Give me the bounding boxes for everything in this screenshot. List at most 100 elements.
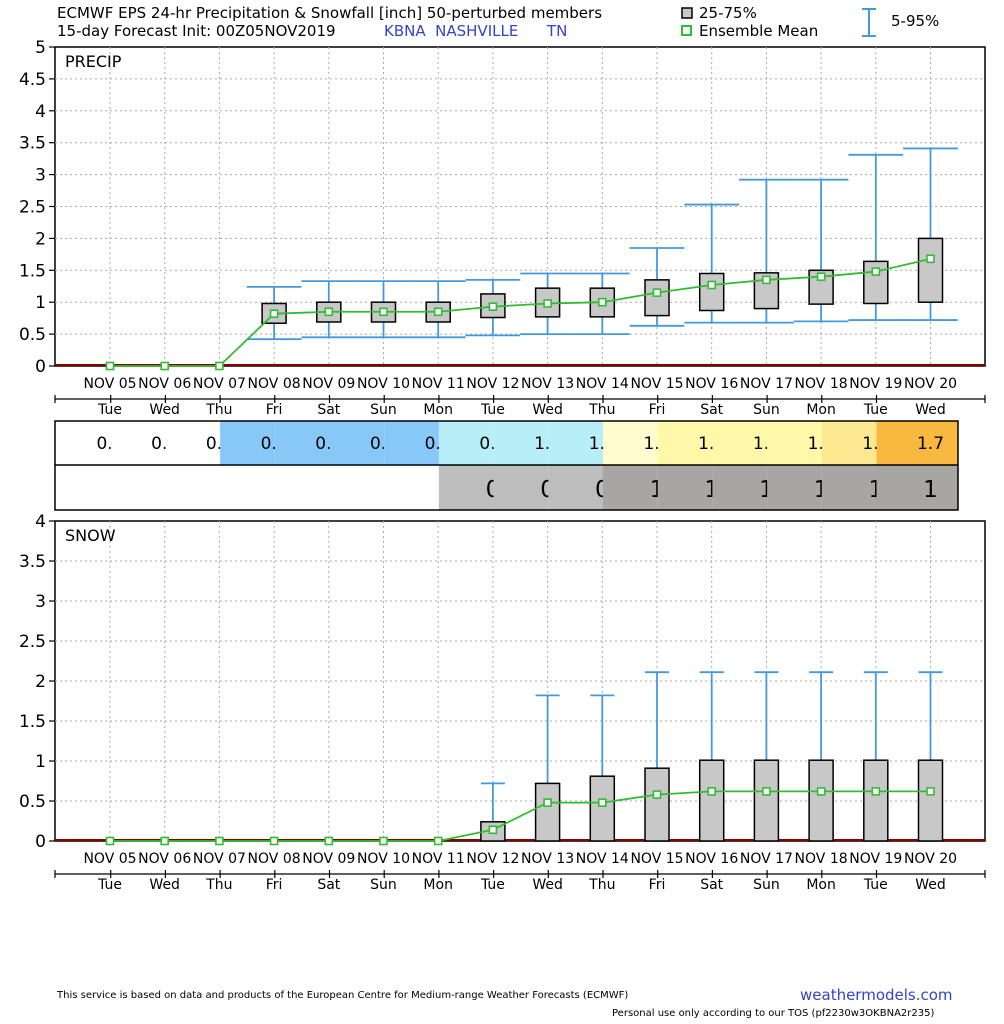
precip-ytick-label: 2.5 [19,198,46,218]
legend-mean-swatch [681,25,692,36]
precip-ytick-label: 0 [35,357,46,377]
precip-mean-point [488,302,498,311]
precip-ytick-label: 1 [35,293,46,313]
snow-xtick-weekday: Fri [649,877,666,893]
snow-mean-point [324,836,334,846]
snow-ytick-label: 0 [35,832,46,852]
chart-title-line1: ECMWF EPS 24-hr Precipitation & Snowfall… [57,4,603,22]
precip-xtick-date: NOV 14 [576,376,629,392]
precip-table-cell [329,421,385,465]
snow-table-cell [438,465,494,510]
precip-xtick-weekday: Thu [205,402,232,418]
precip-ytick-label: 3 [35,166,46,186]
footer-tos: Personal use only according to our TOS (… [612,1008,935,1019]
snow-xtick-date: NOV 18 [795,851,848,867]
legend-box-swatch [681,7,693,19]
snow-box [644,767,670,842]
footer-disclaimer: This service is based on data and produc… [57,990,629,1001]
precip-xtick-weekday: Mon [423,402,453,418]
snow-xtick-date: NOV 15 [630,851,683,867]
snow-table-cell [821,465,877,510]
snow-xtick-date: NOV 06 [138,851,191,867]
snow-table-cell [493,465,549,510]
precip-panel-label: PRECIP [65,52,122,71]
snow-box [917,759,944,842]
precip-mean-point [543,299,552,308]
snow-xtick-weekday: Wed [149,877,180,893]
precip-table-cell [274,421,330,465]
precip-mean-line [110,257,931,367]
snow-mean-point [762,787,771,796]
precip-xtick-weekday: Mon [806,402,836,418]
snow-xtick-weekday: Sun [753,877,780,893]
precip-xtick-date: NOV 06 [138,376,191,392]
legend-box-label: 25-75% [699,4,757,22]
precip-xtick-date: NOV 16 [685,376,738,392]
precip-xtick-weekday: Sat [317,402,340,418]
precip-table-cell [712,421,768,465]
precip-xtick-date: NOV 20 [904,376,957,392]
snow-xtick-weekday: Sat [317,877,340,893]
snow-box [753,759,780,842]
precip-xtick-weekday: Wed [532,402,563,418]
snow-mean-point [215,836,224,846]
snow-xtick-date: NOV 13 [521,851,574,867]
precip-table-cell [603,421,658,465]
precip-mean-point [324,307,334,317]
snow-xtick-weekday: Sat [700,877,723,893]
snow-table-cell [767,465,822,510]
precip-mean-point [707,280,717,290]
precip-box [917,237,944,303]
precip-xtick-date: NOV 12 [466,376,519,392]
precip-ytick-label: 1.5 [19,261,46,281]
footer-brand-link[interactable]: weathermodels.com [800,986,953,1004]
snow-table-value: 1 [923,477,938,503]
snow-ytick-label: 2.5 [19,632,46,652]
precip-ytick-label: 3.5 [19,134,46,154]
precip-xtick-date: NOV 09 [302,376,355,392]
precip-xtick-date: NOV 15 [630,376,683,392]
snow-ytick-label: 2 [35,672,46,692]
snow-ytick-label: 1 [35,752,46,772]
precip-xtick-date: NOV 10 [357,376,410,392]
precip-xtick-date: NOV 05 [83,376,136,392]
snow-mean-point [433,836,443,846]
precip-xtick-weekday: Fri [266,402,283,418]
precip-mean-point [433,307,443,317]
snow-ytick-label: 3 [35,592,46,612]
precip-ytick-label: 4.5 [19,70,46,90]
precip-table-cell [220,421,275,465]
precip-xtick-date: NOV 07 [193,376,246,392]
precip-xtick-weekday: Fri [649,402,666,418]
snow-mean-point [379,836,388,846]
precip-ytick-label: 2 [35,229,46,249]
precip-table-cell [876,421,958,465]
snow-table-cell [165,465,221,510]
precip-xtick-weekday: Tue [480,402,505,418]
snow-xtick-weekday: Thu [588,877,615,893]
snow-mean-point [543,798,552,807]
snow-table-cell [876,465,958,510]
snow-mean-point [269,836,279,846]
snow-xtick-date: NOV 11 [412,851,465,867]
precip-xtick-weekday: Thu [588,402,615,418]
snow-xtick-date: NOV 16 [685,851,738,867]
precip-xtick-weekday: Tue [97,402,122,418]
snow-table-cell [329,465,385,510]
snow-table-cell [603,465,658,510]
precip-mean-point [379,307,388,317]
snow-mean-line [110,790,931,842]
precip-xtick-date: NOV 18 [795,376,848,392]
precip-xtick-date: NOV 17 [740,376,793,392]
precip-mean-point [652,288,662,297]
snow-xtick-date: NOV 08 [248,851,301,867]
precip-mean-point [762,275,771,285]
snow-mean-point [160,836,169,846]
precip-box [698,272,725,312]
snow-box [589,775,616,842]
snow-xtick-weekday: Tue [480,877,505,893]
snow-xtick-date: NOV 14 [576,851,629,867]
snow-xtick-date: NOV 05 [83,851,136,867]
snow-xtick-weekday: Fri [266,877,283,893]
